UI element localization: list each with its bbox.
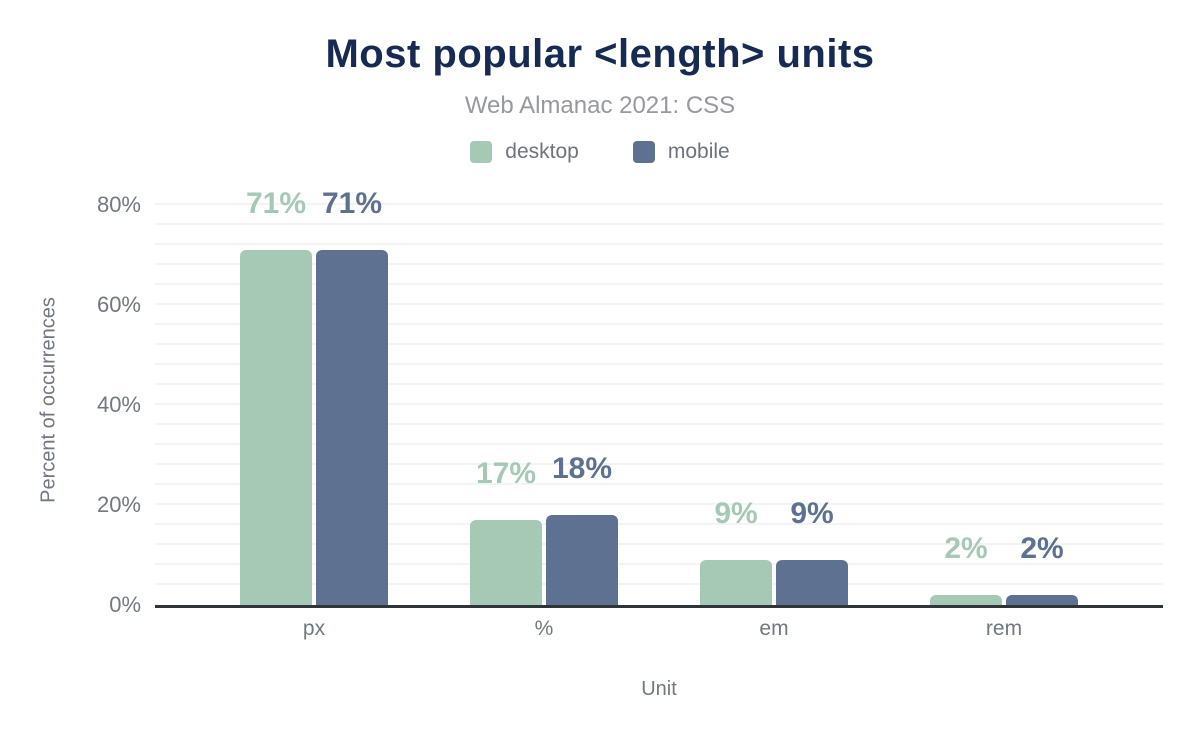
gridline-40pct (155, 403, 1163, 405)
bar-group-em: 9% 9% (659, 180, 889, 605)
gridline-68pct (155, 263, 1163, 265)
bar-col-mobile-em: 9% (776, 498, 848, 605)
y-tick-80%: 80% (96, 192, 141, 217)
value-label-desktop-%: 17% (475, 457, 537, 490)
bar-desktop-px[interactable] (240, 250, 312, 605)
bar-group-%: 17% 18% (429, 180, 659, 605)
bar-col-desktop-%: 17% (470, 458, 542, 605)
x-tick-%: % (534, 617, 554, 640)
bar-desktop-em[interactable] (700, 560, 772, 605)
gridline-56pct (155, 323, 1163, 325)
bar-region: 71% 71% 17% 18% 9% 9% 2% 2% (199, 180, 1119, 605)
bar-col-desktop-em: 9% (700, 498, 772, 605)
gridline-60pct (155, 303, 1163, 305)
legend-item-mobile[interactable]: mobile (632, 140, 730, 164)
bar-col-desktop-px: 71% (240, 188, 312, 605)
plot-area: 71% 71% 17% 18% 9% 9% 2% 2% 0% 20% 40% 60% 80% (97, 180, 1163, 616)
bar-col-mobile-rem: 2% (1006, 533, 1078, 605)
gridline-36pct (155, 423, 1163, 425)
bar-mobile-rem[interactable] (1006, 595, 1078, 605)
bar-desktop-%[interactable] (470, 520, 542, 605)
x-tick-rem: rem (985, 617, 1023, 640)
gridline-64pct (155, 283, 1163, 285)
chart-title: Most popular <length> units (325, 32, 875, 76)
bar-mobile-%[interactable] (546, 515, 618, 605)
value-label-mobile-%: 18% (551, 452, 613, 485)
legend: desktop mobile (0, 140, 1200, 164)
bar-col-mobile-px: 71% (316, 188, 388, 605)
gridline-4pct (155, 583, 1163, 585)
gridline-20pct (155, 503, 1163, 505)
bar-col-mobile-%: 18% (546, 453, 618, 605)
bar-group-px: 71% 71% (199, 180, 429, 605)
x-axis-line (155, 605, 1163, 608)
gridline-52pct (155, 343, 1163, 345)
gridline-44pct (155, 383, 1163, 385)
bar-group-rem: 2% 2% (889, 180, 1119, 605)
gridline-72pct (155, 243, 1163, 245)
y-tick-20%: 20% (96, 492, 141, 517)
gridline-76pct (155, 223, 1163, 225)
gridline-8pct (155, 563, 1163, 565)
gridline-24pct (155, 483, 1163, 485)
x-tick-labels: px% em rem (199, 617, 1119, 641)
bar-mobile-em[interactable] (776, 560, 848, 605)
gridline-80pct (155, 203, 1163, 205)
value-label-mobile-rem: 2% (1020, 532, 1064, 565)
legend-label-mobile: mobile (667, 140, 730, 163)
value-label-desktop-rem: 2% (944, 532, 988, 565)
value-label-desktop-px: 71% (245, 187, 307, 220)
y-tick-0%: 0% (109, 592, 141, 617)
value-label-desktop-em: 9% (714, 497, 758, 530)
chart-subtitle: Web Almanac 2021: CSS (464, 92, 736, 119)
desktop-swatch-icon (470, 141, 493, 163)
y-tick-40%: 40% (96, 392, 141, 417)
x-axis-title: Unit (641, 678, 677, 700)
bar-desktop-rem[interactable] (930, 595, 1002, 605)
mobile-swatch-icon (632, 141, 655, 163)
gridline-32pct (155, 443, 1163, 445)
value-label-mobile-px: 71% (321, 187, 383, 220)
legend-label-desktop: desktop (505, 140, 579, 163)
value-label-mobile-em: 9% (790, 497, 834, 530)
y-axis-title: Percent of occurrences (37, 297, 60, 503)
x-tick-em: em (759, 617, 789, 640)
y-tick-60%: 60% (96, 292, 141, 317)
legend-item-desktop[interactable]: desktop (470, 140, 579, 164)
gridline-12pct (155, 543, 1163, 545)
gridline-48pct (155, 363, 1163, 365)
gridline-16pct (155, 523, 1163, 525)
bar-col-desktop-rem: 2% (930, 533, 1002, 605)
x-tick-px: px (302, 617, 326, 640)
gridline-28pct (155, 463, 1163, 465)
bar-mobile-px[interactable] (316, 250, 388, 605)
